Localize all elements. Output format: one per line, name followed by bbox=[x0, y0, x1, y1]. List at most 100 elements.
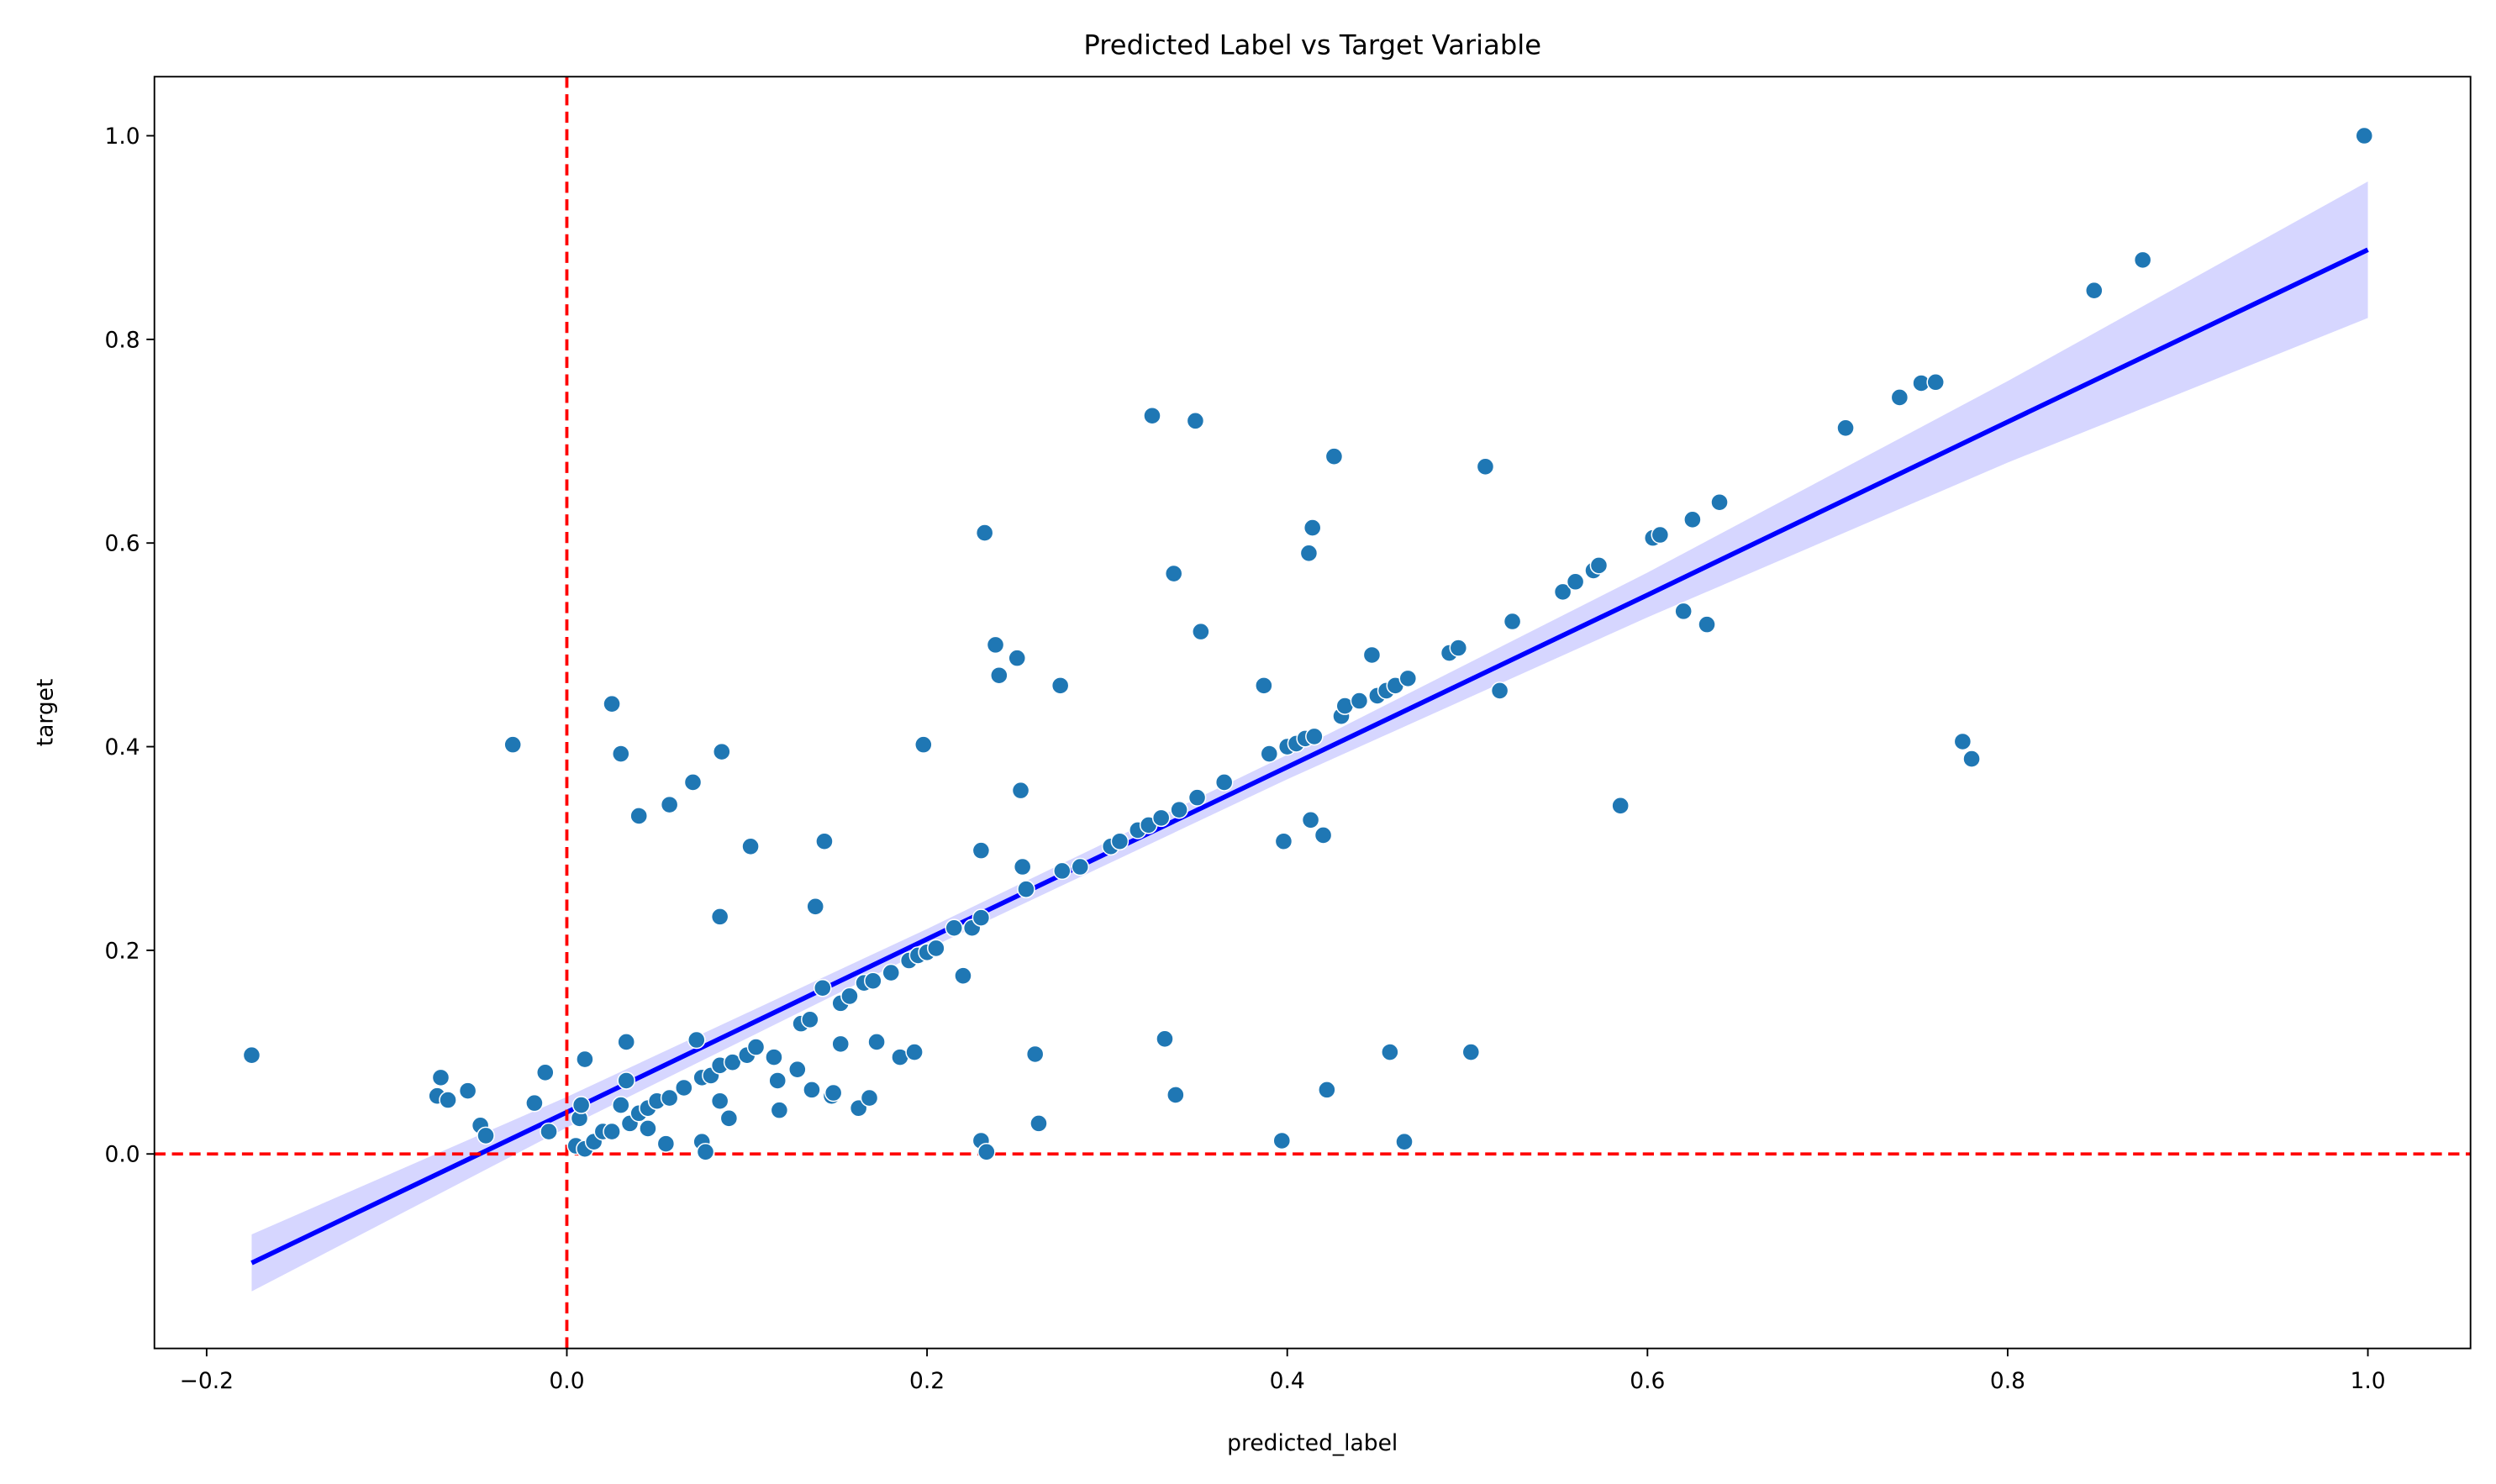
x-tick-label: 1.0 bbox=[2350, 1368, 2385, 1394]
scatter-point bbox=[1051, 676, 1070, 695]
scatter-point bbox=[1272, 1131, 1292, 1150]
scatter-point bbox=[1381, 1043, 1399, 1061]
scatter-point bbox=[1186, 412, 1205, 430]
scatter-point bbox=[1449, 639, 1468, 657]
scatter-point bbox=[815, 832, 834, 851]
scatter-point bbox=[814, 978, 832, 997]
scatter-point bbox=[1029, 1114, 1048, 1133]
scatter-point bbox=[639, 1119, 657, 1138]
scatter-point bbox=[1490, 681, 1509, 700]
x-tick-label: 0.6 bbox=[1630, 1368, 1665, 1394]
scatter-point bbox=[431, 1068, 450, 1087]
scatter-point bbox=[629, 807, 649, 825]
scatter-point bbox=[617, 1033, 636, 1051]
scatter-point bbox=[1350, 692, 1369, 710]
scatter-point bbox=[535, 1063, 555, 1082]
scatter-point bbox=[1890, 388, 1909, 407]
scatter-point bbox=[1214, 773, 1234, 792]
scatter-point bbox=[1166, 1086, 1185, 1104]
scatter-point bbox=[1398, 669, 1418, 688]
scatter-point bbox=[242, 1045, 261, 1065]
x-tick-label: 0.0 bbox=[549, 1368, 584, 1394]
scatter-point bbox=[1651, 525, 1670, 545]
scatter-point bbox=[1164, 564, 1183, 583]
scatter-point bbox=[768, 1071, 787, 1090]
scatter-point bbox=[687, 1030, 706, 1050]
scatter-point bbox=[1314, 826, 1333, 845]
scatter-point bbox=[1362, 645, 1382, 665]
scatter-point bbox=[954, 966, 972, 985]
scatter-point bbox=[1683, 510, 1702, 529]
scatter-point bbox=[696, 1143, 715, 1161]
scatter-point bbox=[882, 963, 901, 982]
scatter-point bbox=[1953, 732, 1972, 751]
scatter-point bbox=[611, 745, 630, 763]
scatter-point bbox=[990, 666, 1008, 685]
scatter-point bbox=[831, 1034, 850, 1054]
scatter-point bbox=[1187, 788, 1207, 807]
scatter-point bbox=[1305, 727, 1324, 746]
scatter-point bbox=[603, 1122, 621, 1141]
scatter-point bbox=[1013, 857, 1032, 876]
scatter-point bbox=[710, 1092, 729, 1111]
scatter-point bbox=[439, 1091, 457, 1109]
scatter-point bbox=[927, 939, 945, 958]
y-axis-label: target bbox=[33, 679, 59, 747]
confidence-band bbox=[251, 182, 2368, 1292]
scatter-point bbox=[1503, 612, 1522, 631]
scatter-point bbox=[712, 742, 731, 761]
scatter-point bbox=[683, 773, 703, 792]
scatter-point bbox=[824, 1083, 843, 1102]
scatter-point bbox=[719, 1109, 739, 1128]
scatter-point bbox=[1301, 810, 1320, 829]
scatter-point bbox=[2355, 126, 2374, 145]
scatter-point bbox=[1962, 750, 1981, 768]
scatter-point bbox=[1025, 1045, 1045, 1064]
plot-area: −0.2 0.0 0.2 0.4 0.6 0.8 1.0 0.0 0.2 0.4 0.6 0.8 1.0 bbox=[105, 76, 2472, 1394]
scatter-point bbox=[1156, 1029, 1174, 1049]
x-tick-label: 0.4 bbox=[1270, 1368, 1305, 1394]
scatter-point bbox=[723, 1053, 742, 1071]
scatter-point bbox=[1698, 615, 1716, 634]
chart-title: Predicted Label vs Target Variable bbox=[1083, 29, 1541, 61]
scatter-point bbox=[1008, 649, 1027, 667]
x-tick-label: 0.2 bbox=[909, 1368, 945, 1394]
y-tick-label: 0.8 bbox=[105, 327, 140, 353]
y-tick-label: 0.4 bbox=[105, 734, 140, 760]
scatter-point bbox=[1071, 857, 1090, 876]
scatter-point bbox=[1318, 1081, 1336, 1099]
x-tick-label: −0.2 bbox=[180, 1368, 234, 1394]
scatter-point bbox=[945, 918, 964, 938]
scatter-point bbox=[1553, 582, 1572, 602]
scatter-point bbox=[1926, 372, 1946, 392]
scatter-point bbox=[972, 908, 991, 927]
scatter-point bbox=[1589, 556, 1609, 575]
scatter-point bbox=[1303, 518, 1322, 537]
scatter-point bbox=[458, 1081, 477, 1100]
scatter-point bbox=[1017, 880, 1035, 898]
scatter-point bbox=[972, 841, 991, 860]
scatter-point bbox=[803, 1081, 821, 1099]
scatter-point bbox=[801, 1010, 819, 1029]
scatter-point bbox=[1151, 808, 1171, 828]
scatter-point bbox=[603, 694, 621, 713]
scatter-point bbox=[1674, 602, 1693, 621]
scatter-point bbox=[1274, 832, 1293, 851]
scatter-point bbox=[905, 1043, 924, 1061]
scatter-point bbox=[1611, 797, 1630, 815]
scatter-point bbox=[1710, 492, 1729, 512]
scatter-point bbox=[2084, 281, 2104, 300]
x-axis-label: predicted_label bbox=[1227, 1430, 1398, 1456]
scatter-point bbox=[741, 837, 760, 856]
scatter-point bbox=[656, 1134, 676, 1153]
scatter-point bbox=[571, 1096, 591, 1114]
y-tick-label: 1.0 bbox=[105, 124, 140, 150]
scatter-point bbox=[840, 987, 859, 1006]
scatter-point bbox=[525, 1093, 544, 1113]
scatter-point bbox=[503, 735, 522, 754]
scatter-point bbox=[674, 1078, 693, 1097]
scatter-point bbox=[867, 1033, 886, 1051]
scatter-point bbox=[986, 635, 1005, 655]
